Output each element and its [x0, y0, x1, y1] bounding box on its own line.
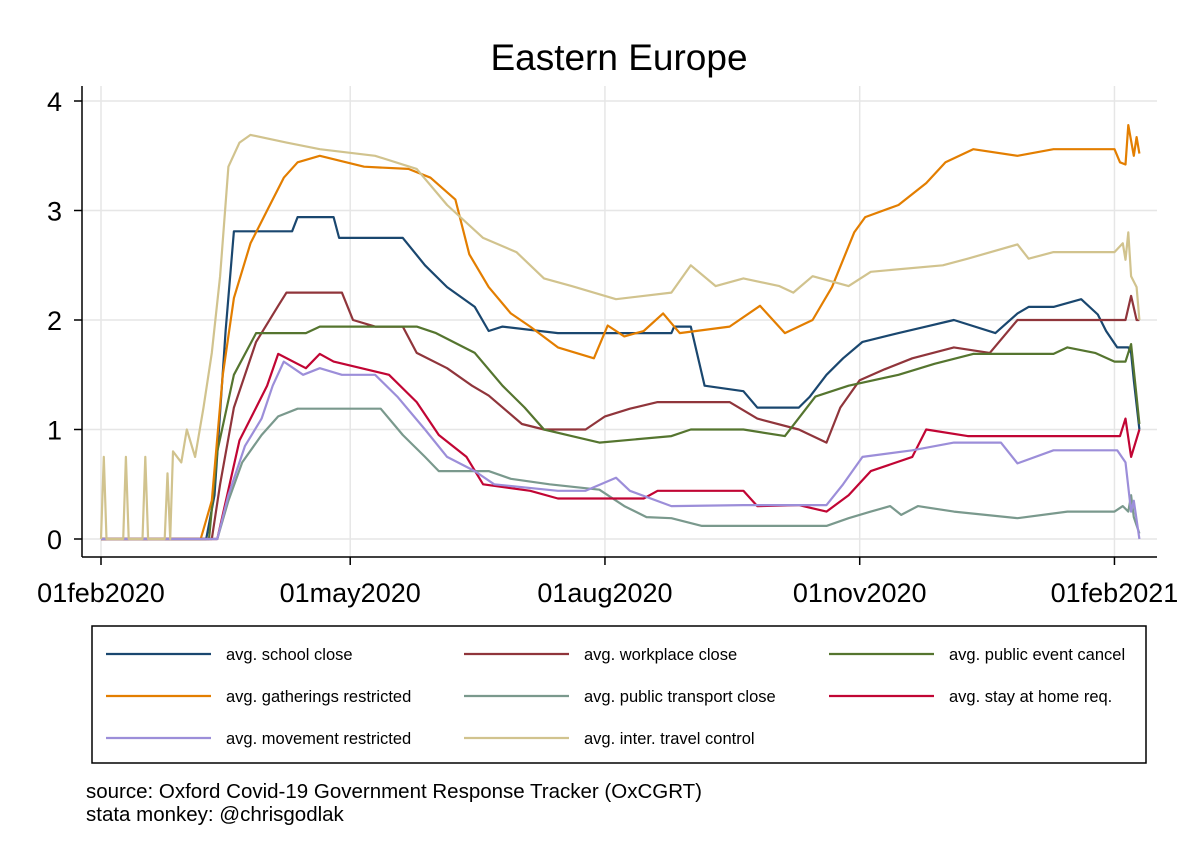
legend: avg. school close avg. workplace close avg… — [106, 646, 1125, 748]
series-line-6 — [101, 352, 1141, 541]
legend-box — [91, 625, 1147, 764]
y-tick-label: 3 — [47, 197, 62, 227]
legend-label: avg. school close — [226, 646, 353, 664]
grid-lines — [82, 86, 1157, 557]
x-tick-label: 01feb2020 — [37, 578, 165, 608]
series-line-8 — [99, 133, 1141, 541]
legend-label: avg. workplace close — [584, 646, 737, 664]
source-note: source: Oxford Covid-19 Government Respo… — [86, 780, 702, 803]
axes: 0 1 2 3 4 01feb2020 01may2020 01aug2020 01nov202… — [37, 86, 1178, 608]
series-line-7 — [101, 360, 1141, 541]
legend-label: avg. gatherings restricted — [226, 688, 411, 706]
series-line-1 — [101, 216, 1141, 541]
chart-title: Eastern Europe — [490, 37, 747, 78]
legend-label: avg. public transport close — [584, 688, 776, 706]
y-tick-label: 4 — [47, 87, 62, 117]
x-tick-label: 01aug2020 — [537, 578, 672, 608]
series-lines — [99, 124, 1141, 541]
author-note: stata monkey: @chrisgodlak — [86, 803, 344, 826]
x-tick-label: 01nov2020 — [793, 578, 927, 608]
series-line-5 — [101, 407, 1141, 541]
y-tick-label: 0 — [47, 525, 62, 555]
y-tick-label: 1 — [47, 416, 62, 446]
x-tick-label: 01feb2021 — [1051, 578, 1179, 608]
series-line-4 — [101, 124, 1141, 541]
series-line-3 — [101, 325, 1141, 541]
x-tick-label: 01may2020 — [280, 578, 421, 608]
y-tick-label: 2 — [47, 306, 62, 336]
legend-label: avg. movement restricted — [226, 730, 411, 748]
legend-label: avg. public event cancel — [949, 646, 1125, 664]
legend-label: avg. stay at home req. — [949, 688, 1112, 706]
legend-label: avg. inter. travel control — [584, 730, 755, 748]
